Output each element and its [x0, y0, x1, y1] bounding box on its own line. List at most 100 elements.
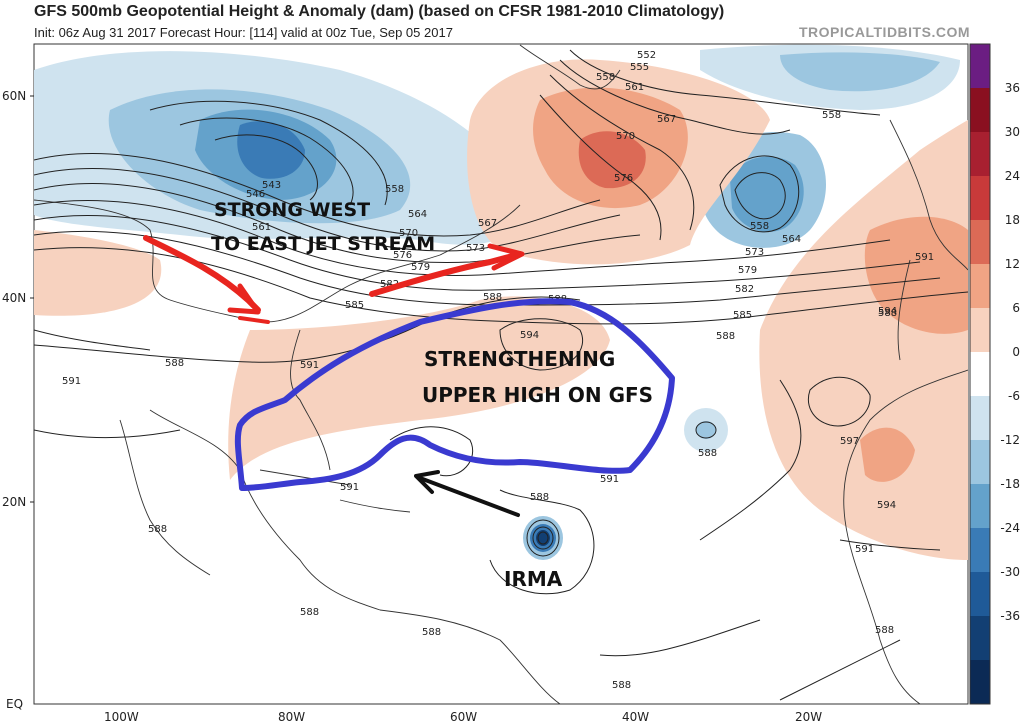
- contour-label: 594: [877, 500, 896, 511]
- storm-motion-arrow: [418, 476, 520, 517]
- contour-label: 588: [612, 680, 631, 691]
- contour-label: 594: [878, 306, 897, 317]
- positive-anomaly-areas: [34, 59, 968, 560]
- colorbar-tick-label: 24: [1005, 169, 1020, 183]
- colorbar-tick-label: -6: [1008, 389, 1020, 403]
- contour-label: 582: [735, 284, 754, 295]
- contour-label: 543: [262, 180, 281, 191]
- colorbar-frame: [969, 43, 991, 705]
- colorbar-swatch: [970, 660, 990, 705]
- colorbar-swatch: [970, 88, 990, 133]
- contour-label: 567: [657, 114, 676, 125]
- jet-label-line-2: TO EAST JET STREAM: [211, 233, 435, 255]
- contour-label: 588: [300, 607, 319, 618]
- colorbar-swatch: [970, 352, 990, 397]
- brand-watermark: TROPICALTIDBITS.COM: [798, 24, 970, 40]
- contour-label: 588: [878, 308, 897, 319]
- upper-high-outline: [234, 298, 675, 491]
- contour-label: 564: [408, 209, 427, 220]
- contour-label: 570: [399, 228, 418, 239]
- colorbar-swatch: [970, 484, 990, 529]
- high-label-line-1: STRENGTHENING: [424, 347, 615, 371]
- colorbar-tick-label: -36: [1000, 609, 1020, 623]
- storm-label: IRMA: [504, 567, 563, 591]
- contour-label: 561: [252, 222, 271, 233]
- contour-label: 558: [385, 184, 404, 195]
- colorbar-tick-label: 12: [1005, 257, 1020, 271]
- contour-label: 555: [630, 62, 649, 73]
- high-label-line-2: UPPER HIGH ON GFS: [422, 383, 653, 407]
- storm-motion-arrow-head: [414, 470, 440, 494]
- contour-label: 591: [855, 544, 874, 555]
- contour-label: 567: [478, 218, 497, 229]
- contour-label: 576: [393, 250, 412, 261]
- contour-label: 552: [637, 50, 656, 61]
- contour-label: 597: [840, 436, 859, 447]
- jet-arrow-mark: [238, 316, 270, 324]
- colorbar-swatch: [970, 396, 990, 441]
- colorbar-tick-label: 18: [1005, 213, 1020, 227]
- lon-label: 20W: [795, 710, 822, 724]
- colorbar-swatch: [970, 616, 990, 661]
- colorbar-tick-label: 0: [1012, 345, 1020, 359]
- colorbar-swatch: [970, 528, 990, 573]
- colorbar-swatch: [970, 440, 990, 485]
- contour-label: 585: [733, 310, 752, 321]
- latitude-labels: 60N 40N 20N EQ: [2, 89, 34, 711]
- coastlines: [34, 44, 968, 704]
- colorbar-swatch: [970, 572, 990, 617]
- colorbar-swatch: [970, 264, 990, 309]
- colorbar-swatch: [970, 132, 990, 177]
- contour-label: 570: [616, 131, 635, 142]
- lon-label: 100W: [104, 710, 139, 724]
- colorbar-tick-label: 6: [1012, 301, 1020, 315]
- contour-label: 591: [62, 376, 81, 387]
- contour-label: 591: [340, 482, 359, 493]
- contour-label: 591: [915, 252, 934, 263]
- lat-label: EQ: [6, 697, 23, 711]
- jet-label-line-1: STRONG WEST: [214, 199, 370, 221]
- colorbar-swatch: [970, 44, 990, 89]
- jet-arrow-east: [369, 251, 523, 297]
- jet-arrow-west-head: [227, 283, 261, 315]
- contour-label: 588: [698, 448, 717, 459]
- contour-label: 576: [614, 173, 633, 184]
- colorbar-swatch: [970, 220, 990, 265]
- lon-label: 40W: [622, 710, 649, 724]
- colorbar-tick-label: -18: [1000, 477, 1020, 491]
- contour-label: 591: [600, 474, 619, 485]
- contour-label: 558: [596, 72, 615, 83]
- colorbar-swatch: [970, 176, 990, 221]
- contour-label: 582: [380, 279, 399, 290]
- colorbar-swatch: [970, 308, 990, 353]
- colorbar-tick-label: 36: [1005, 81, 1020, 95]
- jet-arrow-east-head: [487, 243, 525, 271]
- lon-label: 80W: [278, 710, 305, 724]
- contour-label: 558: [822, 110, 841, 121]
- colorbar-tick-label: -30: [1000, 565, 1020, 579]
- contour-label: 591: [300, 360, 319, 371]
- contour-label: 588: [875, 625, 894, 636]
- contour-label: 594: [520, 330, 539, 341]
- lat-label: 40N: [2, 291, 26, 305]
- contour-label: 588: [530, 492, 549, 503]
- annotations: STRONG WEST TO EAST JET STREAM STRENGTHE…: [143, 199, 675, 591]
- lat-label: 20N: [2, 495, 26, 509]
- contour-label: 588: [422, 627, 441, 638]
- colorbar-tick-label: -12: [1000, 433, 1020, 447]
- contour-label: 585: [345, 300, 364, 311]
- lon-label: 60W: [450, 710, 477, 724]
- negative-anomaly-areas: [34, 44, 960, 560]
- map-title: GFS 500mb Geopotential Height & Anomaly …: [34, 3, 725, 20]
- colorbar-tick-label: 30: [1005, 125, 1020, 139]
- contour-label: 564: [782, 234, 801, 245]
- contour-label: 588: [716, 331, 735, 342]
- contour-label: 546: [246, 189, 265, 200]
- map-subtitle: Init: 06z Aug 31 2017 Forecast Hour: [11…: [34, 25, 453, 40]
- map-field: 552 555 558 561 567 570 576 558 558 564 …: [34, 44, 968, 704]
- lat-label: 60N: [2, 89, 26, 103]
- contour-label: 579: [411, 262, 430, 273]
- contour-label: 579: [738, 265, 757, 276]
- contour-label: 588: [483, 292, 502, 303]
